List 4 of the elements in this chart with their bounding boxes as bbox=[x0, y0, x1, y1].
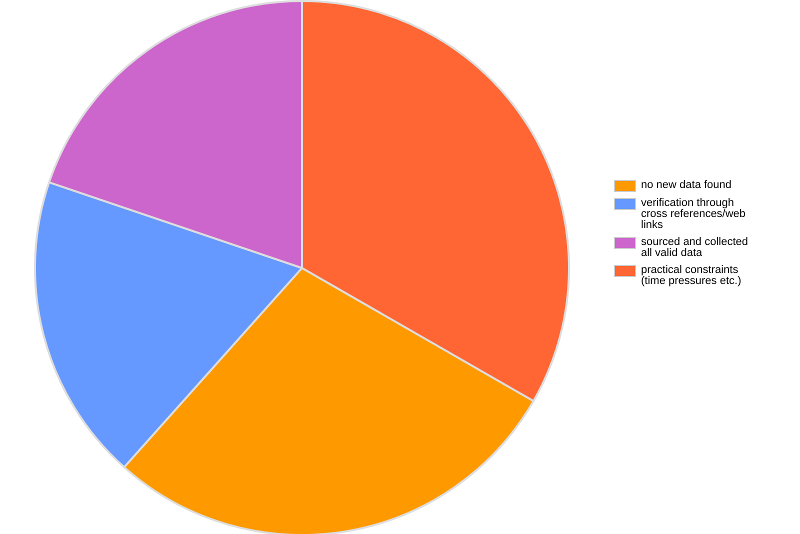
legend-label: verification through cross references/web links bbox=[641, 197, 747, 231]
legend-label: practical constraints (time pressures etc.) bbox=[641, 264, 742, 287]
legend-label: no new data found bbox=[641, 179, 732, 191]
legend-label: sourced and collected all valid data bbox=[641, 236, 750, 259]
